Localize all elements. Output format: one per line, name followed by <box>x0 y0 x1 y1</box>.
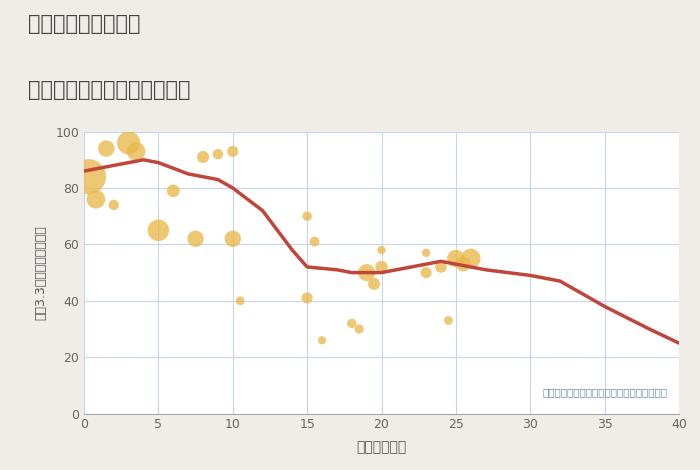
Point <box>443 317 454 324</box>
Point <box>168 187 179 195</box>
Y-axis label: 平（3.3㎡）単価（万円）: 平（3.3㎡）単価（万円） <box>34 225 47 320</box>
X-axis label: 築年数（年）: 築年数（年） <box>356 440 407 454</box>
Point <box>368 280 379 288</box>
Text: 築年数別中古マンション価格: 築年数別中古マンション価格 <box>28 80 190 100</box>
Point <box>316 337 328 344</box>
Point <box>212 150 223 158</box>
Point <box>108 201 119 209</box>
Point <box>227 235 238 243</box>
Point <box>302 294 313 302</box>
Point <box>101 145 112 152</box>
Point <box>83 173 94 180</box>
Point <box>190 235 201 243</box>
Point <box>346 320 357 327</box>
Point <box>435 263 447 271</box>
Point <box>458 260 469 268</box>
Point <box>361 269 372 276</box>
Point <box>450 255 461 262</box>
Point <box>302 212 313 220</box>
Point <box>197 153 209 161</box>
Point <box>376 246 387 254</box>
Point <box>123 139 134 147</box>
Point <box>354 325 365 333</box>
Point <box>130 148 141 155</box>
Text: 円の大きさは、取引のあった物件面積を示す: 円の大きさは、取引のあった物件面積を示す <box>542 387 667 397</box>
Text: 三重県桑名市藤が丘: 三重県桑名市藤が丘 <box>28 14 141 34</box>
Point <box>421 249 432 257</box>
Point <box>227 148 238 155</box>
Point <box>234 297 246 305</box>
Point <box>421 269 432 276</box>
Point <box>90 196 101 203</box>
Point <box>376 263 387 271</box>
Point <box>153 227 164 234</box>
Point <box>465 255 476 262</box>
Point <box>309 238 320 245</box>
